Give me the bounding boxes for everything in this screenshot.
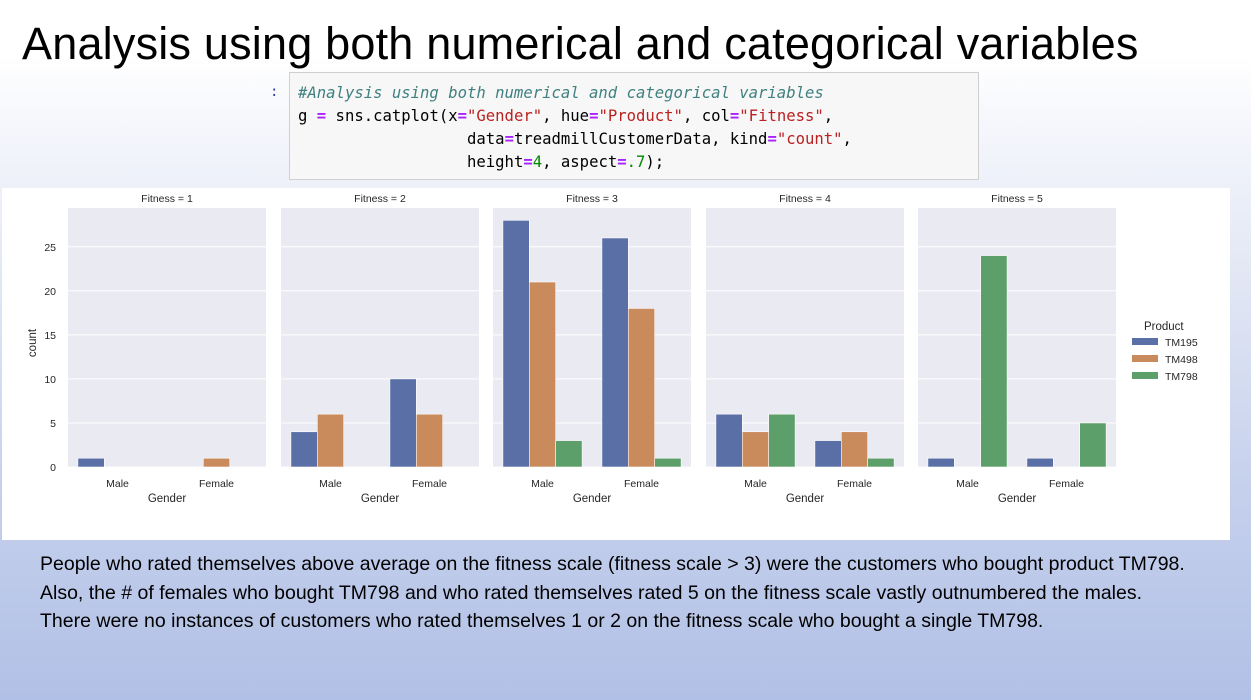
catplot-svg: Fitness = 1 Male Female Gender Fitness = 2 Ma… [27, 193, 1198, 505]
code-operator: = [589, 107, 599, 125]
code-line-3: data=treadmillCustomerData, kind="count"… [298, 128, 978, 151]
y-tick-label: 5 [50, 418, 56, 430]
code-comment: #Analysis using both numerical and categ… [298, 84, 824, 102]
code-line-1: #Analysis using both numerical and categ… [298, 82, 978, 105]
legend-label: TM195 [1165, 337, 1198, 349]
y-tick-label: 20 [44, 286, 56, 298]
legend-swatch [1132, 372, 1158, 379]
x-tick-label: Female [837, 478, 872, 490]
code-token: g [298, 107, 317, 125]
bar [627, 308, 655, 468]
code-operator: = [523, 153, 533, 171]
bar [415, 413, 443, 468]
x-tick-label: Female [624, 478, 659, 490]
note-1: People who rated themselves above averag… [40, 553, 1185, 575]
legend-label: TM798 [1165, 371, 1198, 383]
bar [389, 378, 417, 468]
code-token: ); [645, 153, 665, 171]
bar [1079, 422, 1107, 468]
x-tick-label: Male [531, 478, 554, 490]
code-string: "Gender" [467, 107, 543, 125]
y-tick-label: 0 [50, 462, 56, 474]
code-token: data [467, 130, 505, 148]
bar [77, 457, 105, 468]
bar [715, 413, 743, 468]
code-operator: = [504, 130, 514, 148]
slide-notes: People who rated themselves above averag… [40, 550, 1210, 636]
code-token: , hue [542, 107, 590, 125]
y-tick-label: 10 [44, 374, 56, 386]
code-operator: = [316, 107, 327, 125]
x-axis-label: Gender [573, 493, 612, 505]
x-tick-label: Male [106, 478, 129, 490]
bar [502, 220, 530, 468]
bar [601, 237, 629, 468]
y-tick-label: 25 [44, 242, 56, 254]
code-indent [298, 130, 467, 148]
x-tick-label: Male [319, 478, 342, 490]
code-line-2: g = sns.catplot(x="Gender", hue="Product… [298, 105, 978, 128]
facet-title: Fitness = 5 [991, 193, 1043, 205]
code-line-4: height=4, aspect=.7); [298, 151, 978, 174]
x-tick-label: Male [744, 478, 767, 490]
legend-swatch [1132, 338, 1158, 345]
code-operator: = [729, 107, 740, 125]
bar [980, 255, 1008, 468]
bar [555, 440, 583, 468]
bar [927, 457, 955, 468]
facet-title: Fitness = 2 [354, 193, 406, 205]
code-string: "Product" [598, 107, 683, 125]
code-token: , [823, 107, 834, 125]
facet-title: Fitness = 3 [566, 193, 618, 205]
code-string: "count" [776, 130, 843, 148]
code-cell[interactable]: #Analysis using both numerical and categ… [289, 72, 979, 180]
bar [840, 431, 868, 468]
code-operator: = [457, 107, 467, 125]
code-token: treadmillCustomerData, kind [513, 130, 768, 148]
facet-title: Fitness = 1 [141, 193, 193, 205]
code-token: sns.catplot(x [326, 107, 458, 125]
code-string: "Fitness" [739, 107, 824, 125]
facet-background [68, 208, 266, 467]
y-axis-label: count [27, 328, 39, 357]
facet-background [281, 208, 479, 467]
x-axis-label: Gender [361, 493, 400, 505]
bar [203, 457, 231, 468]
slide-title: Analysis using both numerical and catego… [22, 18, 1139, 69]
note-2: Also, the # of females who bought TM798 … [40, 581, 1143, 604]
code-token: , aspect [542, 153, 618, 171]
x-tick-label: Female [412, 478, 447, 490]
note-3: There were no instances of customers who… [40, 610, 1044, 633]
bar [1026, 457, 1054, 468]
catplot-figure: Fitness = 1 Male Female Gender Fitness = 2 Ma… [2, 188, 1230, 540]
x-axis-label: Gender [148, 493, 187, 505]
legend-title: Product [1144, 321, 1184, 333]
code-token: , [842, 130, 852, 148]
code-operator: = [617, 153, 627, 171]
bar [290, 431, 318, 468]
bar [528, 281, 556, 468]
x-axis-label: Gender [998, 493, 1037, 505]
facet-title: Fitness = 4 [779, 193, 831, 205]
bar [654, 457, 682, 468]
cell-prompt: : [270, 84, 279, 100]
bar [316, 413, 344, 468]
x-tick-label: Female [1049, 478, 1084, 490]
y-tick-label: 15 [44, 330, 56, 342]
bar [741, 431, 769, 468]
x-axis-label: Gender [786, 493, 825, 505]
bar [867, 457, 895, 468]
code-number: .7 [626, 153, 646, 171]
code-token: , col [682, 107, 730, 125]
code-indent [298, 153, 467, 171]
bar [768, 413, 796, 468]
legend-label: TM498 [1165, 354, 1198, 366]
code-token: height [467, 153, 524, 171]
bar [814, 440, 842, 468]
code-number: 4 [532, 153, 543, 171]
legend-swatch [1132, 355, 1158, 362]
code-operator: = [767, 130, 777, 148]
x-tick-label: Female [199, 478, 234, 490]
x-tick-label: Male [956, 478, 979, 490]
